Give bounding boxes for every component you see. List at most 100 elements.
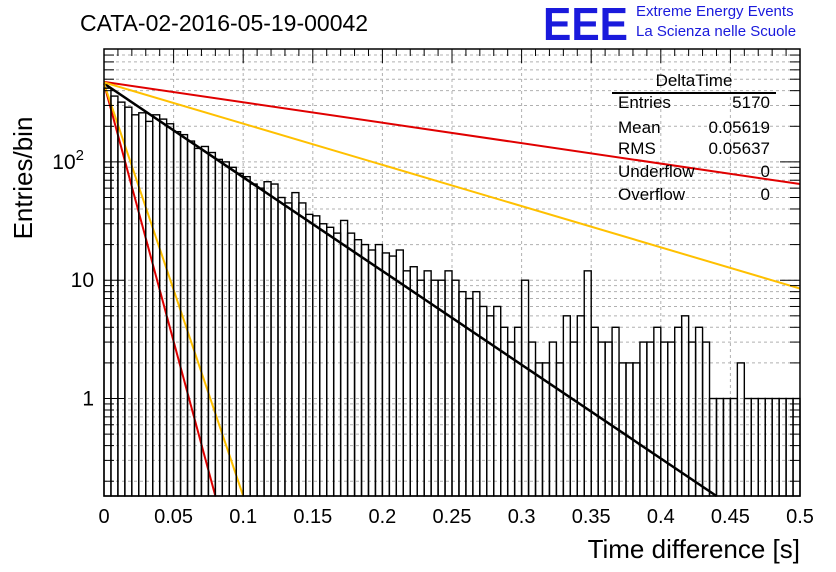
histogram-bin	[548, 341, 558, 497]
histogram-bin	[138, 112, 147, 497]
x-tick-label: 0.5	[786, 506, 814, 528]
histogram-bin	[270, 183, 279, 497]
stats-title: DeltaTime	[655, 71, 733, 90]
histogram-bin	[444, 270, 453, 497]
histogram-bin	[583, 270, 592, 497]
histogram-bin	[319, 223, 328, 497]
x-tick-label: 0.45	[711, 506, 750, 528]
histogram-bin	[200, 145, 210, 497]
stats-label: Overflow	[618, 185, 686, 204]
stats-row-entries: Entries 5170	[618, 91, 770, 114]
histogram-bin	[374, 243, 384, 497]
x-tick-label: 0	[98, 506, 109, 528]
histogram-bin	[249, 183, 258, 497]
svg-text:EEE: EEE	[543, 0, 628, 48]
histogram-bin	[284, 202, 293, 497]
stats-box: DeltaTime Entries 5170 Mean 0.05619 RMS …	[612, 71, 776, 211]
histogram-bin	[562, 315, 572, 497]
histogram-bin	[360, 243, 370, 497]
histogram-bin	[569, 341, 578, 497]
axis-ticks	[103, 49, 801, 496]
histogram-bin	[423, 270, 432, 497]
histogram-bin	[555, 362, 565, 497]
logo-caption: Extreme Energy Events La Scienza nelle S…	[636, 2, 796, 42]
histogram-bin	[395, 249, 404, 497]
histogram-bin	[117, 101, 126, 497]
chart-title: CATA-02-2016-05-19-00042	[80, 10, 369, 36]
stats-value: 0.05619	[708, 118, 770, 137]
histogram-bin	[534, 362, 544, 497]
histogram-bin	[639, 341, 648, 497]
x-tick-label: 0.35	[572, 506, 611, 528]
x-tick-label: 0.1	[229, 506, 257, 528]
stats-label: Entries	[618, 93, 671, 112]
stats-row-overflow: Overflow 0	[618, 183, 770, 206]
histogram-bin	[353, 238, 363, 497]
histogram-bin	[332, 232, 342, 497]
histogram-bin	[207, 151, 217, 497]
histogram-bin	[660, 341, 669, 497]
histogram-bin	[242, 175, 251, 497]
histogram-bin	[186, 140, 196, 497]
tick-labels: 0 0.05 0.1 0.15 0.2 0.25 0.3 0.35 0.4 0.45 0.5 1 10 1…	[52, 147, 814, 528]
histogram-bin	[632, 362, 641, 497]
series-line-1	[103, 80, 801, 186]
y-tick-label: 102	[52, 147, 84, 174]
histogram-bin	[346, 232, 356, 497]
histogram-bin	[667, 341, 676, 497]
stats-value: 0	[760, 162, 770, 181]
x-tick-label: 0.15	[293, 506, 332, 528]
histogram-bin	[520, 279, 530, 497]
histogram-bin	[611, 326, 620, 497]
eee-logo: EEE	[543, 0, 628, 48]
histogram-bin	[680, 315, 690, 497]
histogram-bin	[145, 120, 154, 497]
stats-value: 5170	[732, 93, 770, 112]
histogram-bin	[312, 215, 321, 497]
histogram-bin	[653, 326, 662, 497]
histogram-bin	[326, 226, 335, 497]
histogram-bin	[506, 341, 516, 497]
histogram-bin	[430, 279, 439, 497]
histogram-bin	[277, 196, 286, 497]
histogram-bin	[152, 114, 161, 497]
x-tick-label: 0.4	[647, 506, 675, 528]
histogram-bin	[305, 213, 314, 497]
histogram-bin	[618, 362, 627, 497]
histogram-bin	[298, 202, 307, 497]
histogram-bin	[339, 219, 349, 497]
histogram-bin	[687, 341, 697, 497]
histogram-bin	[110, 95, 119, 497]
histogram-bin	[291, 191, 300, 497]
histogram-bin	[381, 252, 391, 497]
histogram-bin	[402, 270, 411, 497]
x-tick-label: 0.2	[368, 506, 396, 528]
stats-row-rms: RMS 0.05637	[618, 137, 770, 160]
logo-line-1: Extreme Energy Events	[636, 3, 794, 20]
histogram-bin	[701, 341, 711, 497]
x-tick-label: 0.05	[154, 506, 193, 528]
histogram-bin	[165, 123, 175, 497]
stats-value: 0.05637	[708, 139, 770, 158]
histogram-bin	[736, 362, 746, 497]
series-line-2	[103, 81, 801, 290]
histogram-bin	[235, 172, 244, 497]
histogram-bin	[472, 290, 481, 497]
histogram-bin	[604, 341, 613, 497]
histogram-bin	[625, 362, 634, 497]
histogram-bin	[158, 118, 168, 497]
histogram-bin	[646, 341, 655, 497]
stats-label: Mean	[618, 118, 661, 137]
histogram-bin	[228, 166, 237, 497]
histogram-bin	[409, 266, 418, 497]
y-tick-label: 10	[71, 269, 94, 292]
histogram-bin	[367, 249, 377, 497]
histogram-bin	[451, 279, 460, 497]
histogram-bin	[263, 181, 272, 497]
histogram-bin	[527, 341, 537, 497]
histogram-bin	[513, 326, 523, 497]
stats-value: 0	[760, 185, 770, 204]
x-tick-label: 0.3	[508, 506, 536, 528]
logo-line-2: La Scienza nelle Scuole	[636, 23, 797, 40]
